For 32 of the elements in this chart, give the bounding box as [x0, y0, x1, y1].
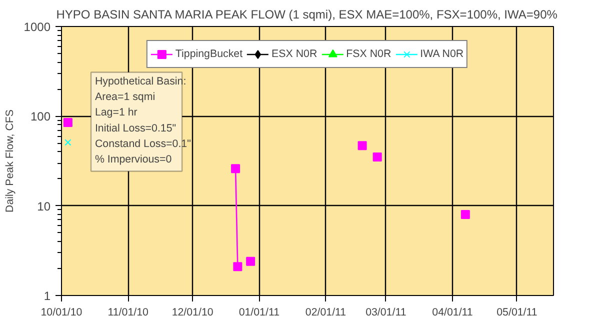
- annotation: % Impervious=0: [94, 153, 172, 166]
- point: [233, 262, 242, 272]
- x-tick-label: 05/01/11: [496, 306, 538, 318]
- point: [246, 256, 256, 266]
- point: [358, 141, 367, 150]
- annotation: Constand Loss=0.1": [94, 138, 192, 150]
- annotation: Initial Loss=0.15": [94, 122, 176, 134]
- y-tick-label: 1000: [24, 20, 51, 34]
- legend-label: IWA N0R: [420, 48, 464, 60]
- annotation: Lag=1 hr: [94, 106, 138, 119]
- point: [63, 118, 72, 127]
- point: [231, 164, 240, 174]
- annotation: Area=1 sqmi: [94, 91, 156, 104]
- y-axis-title: Daily Peak Flow, CFS: [4, 109, 16, 213]
- y-tick-label: 100: [30, 110, 51, 124]
- annotation: Hypothetical Basin:: [94, 75, 186, 88]
- x-tick-label: 11/01/10: [108, 306, 149, 318]
- y-tick-label: 10: [37, 199, 51, 214]
- point: [64, 139, 72, 146]
- x-tick-label: 10/01/10: [40, 306, 82, 318]
- x-tick-label: 12/01/10: [172, 306, 214, 318]
- legend-label: ESX N0R: [272, 48, 318, 60]
- point: [372, 152, 382, 162]
- point: [460, 210, 470, 220]
- x-tick-label: 04/01/11: [432, 306, 473, 318]
- x-tick-label: 01/01/11: [238, 306, 280, 318]
- x-tick-label: 03/01/11: [366, 306, 406, 318]
- legend-label: TippingBucket: [175, 48, 243, 60]
- chart-title: HYPO BASIN SANTA MARIA PEAK FLOW (1 sqmi), ESX MAE=100%, FSX=100%, IWA=90%: [56, 8, 558, 22]
- legend-label: FSX N0R: [346, 48, 392, 60]
- x-tick-label: 02/01/11: [305, 306, 346, 318]
- y-tick-label: 1: [44, 289, 51, 303]
